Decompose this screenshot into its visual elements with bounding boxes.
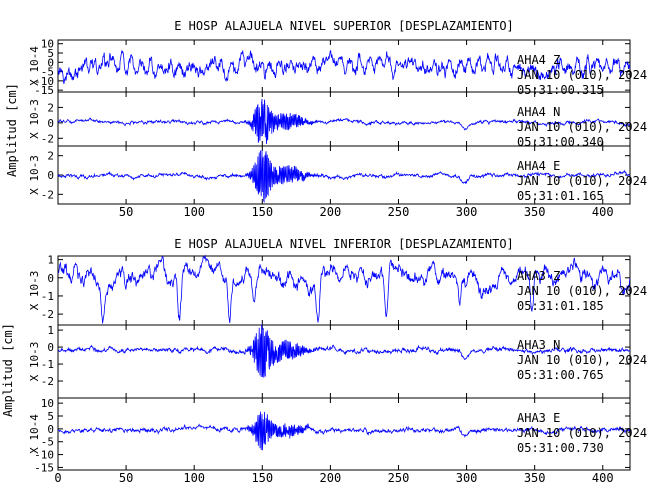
y-tick-label: 0 — [47, 272, 54, 285]
y-tick-label: -2 — [41, 188, 54, 201]
channel-label: 05:31:01.185 — [517, 299, 604, 313]
scale-label: X 10-3 — [28, 342, 41, 382]
x-tick-label: 150 — [251, 205, 273, 219]
y-tick-label: 0 — [47, 169, 54, 182]
channel-label: 05:31:00.765 — [517, 368, 604, 382]
channel-label: 05:31:00.315 — [517, 83, 604, 97]
channel-label: JAN 10 (010), 2024 — [517, 426, 647, 440]
scale-label: X 10-4 — [28, 414, 41, 454]
x-tick-label: 0 — [54, 471, 61, 485]
y-tick-label: 10 — [41, 38, 54, 51]
seismic-trace — [57, 49, 631, 84]
y-tick-label: -5 — [41, 436, 54, 449]
channel-label: JAN 10 (010), 2024 — [517, 120, 647, 134]
channel-label: AHA3 Z — [517, 269, 560, 283]
y-tick-label: -15 — [34, 461, 54, 474]
y-tick-label: -15 — [34, 84, 54, 97]
x-tick-label: 350 — [524, 471, 546, 485]
y-tick-label: 1 — [47, 324, 54, 337]
channel-label: JAN 10 (010), 2024 — [517, 68, 647, 82]
x-tick-label: 200 — [320, 205, 342, 219]
channel-label: AHA3 N — [517, 338, 560, 352]
y-tick-label: 0 — [47, 117, 54, 130]
upper-level-chart: E HOSP ALAJUELA NIVEL SUPERIOR [DESPLAZA… — [5, 19, 647, 219]
x-tick-label: 150 — [251, 471, 273, 485]
x-tick-label: 50 — [119, 471, 133, 485]
channel-label: JAN 10 (010), 2024 — [517, 284, 647, 298]
x-tick-label: 400 — [592, 205, 614, 219]
panel-frame — [57, 397, 631, 471]
channel-label: 05:31:01.165 — [517, 189, 604, 203]
y-tick-label: -1 — [41, 290, 54, 303]
y-tick-label: -10 — [34, 449, 54, 462]
scale-label: X 10-3 — [28, 99, 41, 139]
x-tick-label: 300 — [456, 471, 478, 485]
y-tick-label: 2 — [47, 101, 54, 114]
x-tick-label: 100 — [183, 471, 205, 485]
x-tick-label: 400 — [592, 471, 614, 485]
y-tick-label: -10 — [34, 75, 54, 88]
y-tick-label: 0 — [47, 423, 54, 436]
y-tick-label: 0 — [47, 56, 54, 69]
y-tick-label: 1 — [47, 254, 54, 267]
y-tick-label: -5 — [41, 66, 54, 79]
lower-level-chart: E HOSP ALAJUELA NIVEL INFERIOR [DESPLAZA… — [1, 237, 647, 485]
scale-label: X 10-3 — [28, 271, 41, 311]
y-tick-label: 5 — [47, 410, 54, 423]
y-tick-label: 5 — [47, 47, 54, 60]
x-tick-label: 50 — [119, 205, 133, 219]
x-tick-label: 100 — [183, 205, 205, 219]
channel-label: AHA3 E — [517, 411, 560, 425]
y-tick-label: -2 — [41, 375, 54, 388]
y-axis-label: Amplitud [cm] — [1, 323, 15, 417]
x-tick-label: 250 — [388, 471, 410, 485]
y-tick-label: -2 — [41, 308, 54, 321]
channel-label: AHA4 N — [517, 105, 560, 119]
chart-title: E HOSP ALAJUELA NIVEL SUPERIOR [DESPLAZA… — [174, 19, 514, 33]
seismic-trace — [57, 149, 631, 204]
y-tick-label: -1 — [41, 358, 54, 371]
scale-label: X 10-3 — [28, 155, 41, 195]
x-tick-label: 300 — [456, 205, 478, 219]
y-tick-label: 10 — [41, 397, 54, 410]
x-tick-label: 250 — [388, 205, 410, 219]
x-tick-label: 200 — [320, 471, 342, 485]
channel-label: AHA4 Z — [517, 53, 560, 67]
channel-label: 05:31:00.730 — [517, 441, 604, 455]
seismic-trace — [57, 411, 631, 451]
channel-label: 05:31:00.340 — [517, 135, 604, 149]
seismic-trace — [57, 98, 631, 145]
scale-label: X 10-4 — [28, 46, 41, 86]
channel-label: JAN 10 (010), 2024 — [517, 174, 647, 188]
channel-label: JAN 10 (010), 2024 — [517, 353, 647, 367]
y-tick-label: -2 — [41, 132, 54, 145]
channel-label: AHA4 E — [517, 159, 560, 173]
chart-title: E HOSP ALAJUELA NIVEL INFERIOR [DESPLAZA… — [174, 237, 514, 251]
x-tick-label: 350 — [524, 205, 546, 219]
seismic-trace — [57, 254, 631, 324]
y-axis-label: Amplitud [cm] — [5, 83, 19, 177]
seismic-trace — [57, 324, 631, 378]
y-tick-label: 0 — [47, 341, 54, 354]
y-tick-label: 2 — [47, 150, 54, 163]
